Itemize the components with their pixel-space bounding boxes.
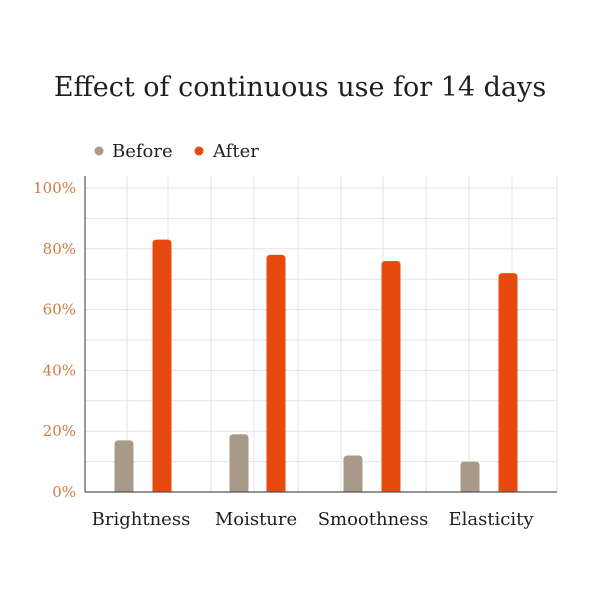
y-tick-label: 60% (43, 301, 76, 319)
legend-after-label: After (212, 141, 259, 162)
legend-before-label: Before (112, 141, 173, 162)
legend-after-marker (194, 146, 204, 156)
bar-before (343, 455, 363, 492)
x-tick-label: Moisture (215, 509, 297, 530)
y-tick-label: 0% (52, 483, 76, 501)
y-tick-label: 80% (43, 240, 76, 258)
bars (114, 239, 518, 492)
chart-title: Effect of continuous use for 14 days (54, 72, 546, 103)
x-axis-ticks: Brightness Moisture Smoothness Elasticity (92, 509, 535, 530)
bar-after (498, 273, 518, 492)
y-tick-label: 20% (43, 422, 76, 440)
y-tick-label: 40% (43, 361, 76, 379)
y-axis-ticks: 0% 20% 40% 60% 80% 100% (33, 179, 76, 501)
y-tick-label: 100% (33, 179, 76, 197)
bar-before (460, 461, 480, 492)
bar-after (381, 260, 401, 492)
x-tick-label: Brightness (92, 509, 191, 530)
bar-before (229, 434, 249, 492)
bar-after (152, 239, 172, 492)
legend-before-marker (94, 146, 104, 156)
x-tick-label: Smoothness (318, 509, 429, 530)
bar-before (114, 440, 134, 492)
x-tick-label: Elasticity (448, 509, 534, 530)
bar-after (266, 254, 286, 492)
legend: Before After (94, 141, 259, 162)
